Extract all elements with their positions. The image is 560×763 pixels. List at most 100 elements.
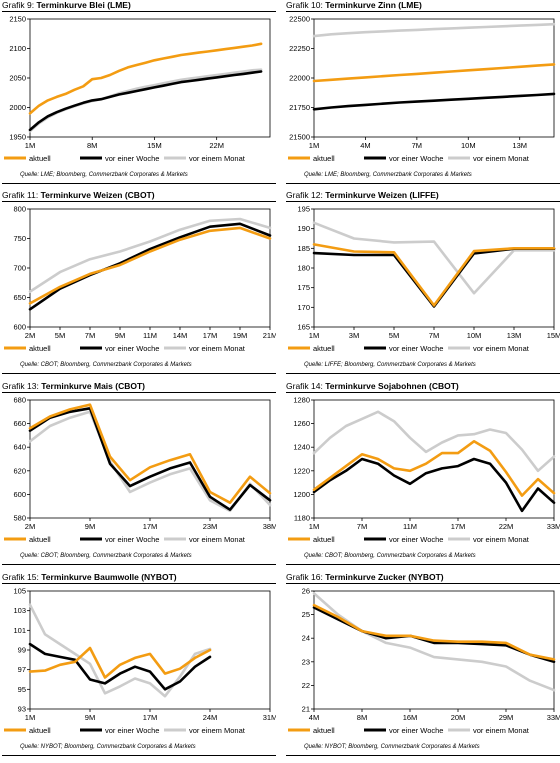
series-line-aktuell	[28, 403, 272, 504]
legend-label: vor einem Monat	[189, 726, 246, 735]
y-tick-label: 23	[302, 657, 310, 666]
y-tick-label: 1260	[293, 419, 310, 428]
chart-title-text: Terminkurve Blei (LME)	[36, 0, 131, 10]
x-tick-label: 21M	[263, 331, 276, 340]
x-tick-label: 24M	[203, 713, 218, 722]
chart-title-prefix: Grafik 15:	[2, 572, 39, 582]
series-line-woche	[312, 457, 556, 513]
chart-title-text: Terminkurve Baumwolle (NYBOT)	[41, 572, 177, 582]
legend-label: vor einer Woche	[105, 726, 159, 735]
x-tick-label: 17M	[143, 522, 158, 531]
chart-title-prefix: Grafik 14:	[286, 381, 323, 391]
chart-title: Grafik 15: Terminkurve Baumwolle (NYBOT)	[2, 572, 177, 582]
y-tick-label: 22	[302, 681, 310, 690]
legend-label: vor einer Woche	[389, 344, 443, 353]
plot-area	[29, 590, 271, 710]
line-chart: 1180 1200 1220 1240 1260 1280 1M 7M 11M 17M 22M 33M…	[288, 396, 560, 544]
y-tick-label: 105	[13, 587, 26, 596]
legend-label: vor einem Monat	[473, 344, 530, 353]
x-tick-label: 1M	[309, 331, 319, 340]
series-line-monat	[312, 22, 556, 38]
series-line-monat	[312, 221, 556, 295]
y-tick-label: 600	[13, 323, 26, 332]
y-tick-label: 103	[13, 606, 26, 615]
x-tick-label: 7M	[412, 141, 422, 150]
title-rule	[286, 583, 560, 584]
legend-label: aktuell	[29, 344, 51, 353]
x-tick-label: 8M	[87, 141, 97, 150]
y-tick-label: 660	[13, 419, 26, 428]
y-tick-label: 185	[297, 244, 310, 253]
line-chart: 580 600 620 640 660 680 2M 9M 17M 23M 38M aktuell vo…	[4, 396, 276, 544]
y-tick-label: 190	[297, 224, 310, 233]
x-tick-label: 9M	[85, 713, 95, 722]
series-line-aktuell	[28, 646, 212, 679]
y-tick-label: 95	[18, 685, 26, 694]
x-tick-label: 29M	[499, 713, 514, 722]
chart-panel: Grafik 16: Terminkurve Zucker (NYBOT) 21 2…	[286, 572, 560, 761]
y-tick-label: 21750	[289, 103, 310, 112]
y-tick-label: 600	[13, 490, 26, 499]
y-tick-label: 22500	[289, 15, 310, 24]
chart-title: Grafik 16: Terminkurve Zucker (NYBOT)	[286, 572, 444, 582]
x-tick-label: 11M	[403, 522, 417, 531]
bottom-rule	[2, 183, 276, 184]
chart-title: Grafik 14: Terminkurve Sojabohnen (CBOT)	[286, 381, 459, 391]
chart-panel: Grafik 15: Terminkurve Baumwolle (NYBOT)…	[2, 572, 276, 761]
chart-title-text: Terminkurve Weizen (LIFFE)	[325, 190, 439, 200]
series-line-aktuell	[312, 243, 556, 307]
y-tick-label: 580	[13, 514, 26, 523]
y-tick-label: 170	[297, 303, 310, 312]
chart-title-text: Terminkurve Mais (CBOT)	[41, 381, 145, 391]
x-tick-label: 22M	[209, 141, 224, 150]
chart-panel: Grafik 13: Terminkurve Mais (CBOT) 580 600…	[2, 381, 276, 570]
series-line-aktuell	[312, 439, 556, 497]
x-tick-label: 7M	[85, 331, 95, 340]
series-line-woche	[28, 222, 272, 311]
legend-label: vor einem Monat	[189, 344, 246, 353]
x-tick-label: 31M	[263, 713, 276, 722]
chart-source: Quelle: LME; Bloomberg, Commerzbank Corp…	[20, 172, 188, 178]
x-tick-label: 17M	[203, 331, 218, 340]
line-chart: 600 650 700 750 800 2M 5M 7M 9M 11M 14M 17M 19M 21M ak…	[4, 205, 276, 353]
x-tick-label: 2M	[25, 522, 35, 531]
chart-title-prefix: Grafik 12:	[286, 190, 323, 200]
x-tick-label: 1M	[309, 141, 319, 150]
bottom-rule	[2, 755, 276, 756]
y-tick-label: 99	[18, 646, 26, 655]
series-line-woche	[312, 606, 556, 664]
x-tick-label: 9M	[85, 522, 95, 531]
series-line-woche	[312, 92, 556, 111]
x-tick-label: 17M	[143, 713, 158, 722]
y-tick-label: 195	[297, 205, 310, 214]
line-chart: 21 22 23 24 25 26 4M 8M 16M 20M 29M 33M aktuell vor e…	[288, 587, 560, 735]
x-tick-label: 2M	[25, 331, 35, 340]
x-tick-label: 5M	[389, 331, 399, 340]
chart-source: Quelle: CBOT; Bloomberg, Commerzbank Cor…	[304, 553, 476, 559]
chart-title-text: Terminkurve Zucker (NYBOT)	[325, 572, 444, 582]
x-tick-label: 8M	[357, 713, 367, 722]
bottom-rule	[286, 564, 560, 565]
series-line-monat	[312, 410, 556, 473]
y-tick-label: 165	[297, 323, 310, 332]
legend-label: vor einer Woche	[105, 535, 159, 544]
x-tick-label: 7M	[429, 331, 439, 340]
legend-label: aktuell	[29, 154, 51, 163]
bottom-rule	[286, 183, 560, 184]
line-chart: 165 170 175 180 185 190 195 1M 3M 5M 7M 10M 13M 15M ak…	[288, 205, 560, 353]
legend-label: vor einem Monat	[473, 154, 530, 163]
x-tick-label: 22M	[499, 522, 514, 531]
chart-title-prefix: Grafik 13:	[2, 381, 39, 391]
y-tick-label: 175	[297, 283, 310, 292]
chart-title: Grafik 9: Terminkurve Blei (LME)	[2, 0, 131, 10]
legend-label: vor einer Woche	[389, 154, 443, 163]
y-tick-label: 1180	[294, 514, 310, 523]
y-tick-label: 2100	[9, 44, 26, 53]
x-tick-label: 17M	[451, 522, 466, 531]
y-tick-label: 101	[13, 626, 26, 635]
series-line-aktuell	[312, 603, 556, 661]
series-line-woche	[28, 407, 272, 511]
series-line-aktuell	[28, 42, 263, 115]
chart-title-text: Terminkurve Weizen (CBOT)	[40, 190, 155, 200]
bottom-rule	[286, 755, 560, 756]
